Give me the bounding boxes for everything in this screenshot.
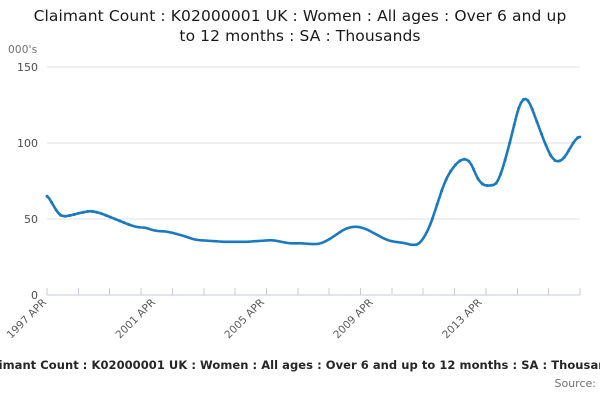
y-axis-tick-label: 100 [17, 137, 38, 150]
footer-caption: Claimant Count : K02000001 UK : Women : … [0, 358, 600, 372]
x-axis-tick-label: 2005 APR [222, 297, 266, 341]
chart-canvas: 0 50 100 150 1997 APR 2001 APR 2005 APR 2009 A… [5, 61, 582, 341]
series-point [549, 153, 553, 157]
series-point [440, 189, 444, 193]
series-point [490, 183, 494, 187]
series-point [467, 159, 471, 163]
series-point [90, 209, 94, 213]
series-point [54, 208, 58, 212]
series-point [68, 214, 72, 218]
series-point [81, 210, 85, 214]
series-point [485, 184, 489, 188]
series-point [562, 155, 566, 159]
series-point [521, 98, 525, 102]
series-line [45, 97, 582, 247]
series-point [476, 177, 480, 181]
series-point [86, 209, 90, 213]
gridlines [47, 66, 580, 220]
series-point [122, 221, 126, 225]
y-axis-unit-label: 000's [8, 44, 38, 56]
y-axis-tick-label: 0 [31, 289, 38, 302]
chart-title: Claimant Count : K02000001 UK : Women : … [33, 7, 567, 45]
series-point [77, 211, 81, 215]
series-point [449, 169, 453, 173]
y-axis-tick-label: 150 [17, 61, 38, 74]
series-point [453, 163, 457, 167]
series-point [535, 120, 539, 124]
x-axis-tick-label: 2001 APR [114, 297, 158, 341]
series-point [526, 98, 530, 102]
series-point [462, 157, 466, 161]
series-point [72, 212, 76, 216]
series-point [571, 141, 575, 145]
series-point [558, 159, 562, 163]
series-point [118, 219, 122, 223]
series-point [109, 215, 113, 219]
series-point [99, 212, 103, 216]
series-point [50, 200, 54, 204]
series-line-group [45, 97, 582, 247]
series-point [431, 216, 435, 220]
series-point [444, 177, 448, 181]
series-point [494, 181, 498, 185]
series-point [503, 158, 507, 162]
series-point [567, 149, 571, 153]
series-point [104, 213, 108, 217]
series-point [553, 158, 557, 162]
x-axis [46, 288, 581, 296]
y-axis-tick-label: 50 [24, 213, 38, 226]
series-point [59, 213, 63, 217]
series-point [530, 108, 534, 112]
x-axis-tick-label: 2013 APR [440, 297, 484, 341]
series-point [539, 132, 543, 136]
series-point [576, 136, 580, 140]
series-point [435, 203, 439, 207]
series-point [480, 182, 484, 186]
series-point [512, 123, 516, 127]
series-point [127, 222, 131, 226]
x-axis-ticks: 1997 APR 2001 APR 2005 APR 2009 APR 2013 APR [5, 297, 485, 341]
series-point [113, 217, 117, 221]
chart-footer: Claimant Count : K02000001 UK : Women : … [0, 358, 600, 400]
series-point [544, 143, 548, 147]
series-point [517, 106, 521, 110]
x-axis-tick-label: 2009 APR [331, 297, 375, 341]
x-axis-tick-label: 1997 APR [5, 297, 49, 341]
series-point [499, 172, 503, 176]
series-point [45, 194, 49, 198]
series-point [508, 141, 512, 145]
y-axis-ticks: 0 50 100 150 [17, 61, 38, 302]
series-point [458, 159, 462, 163]
series-point [471, 167, 475, 171]
footer-source-label: Source: [554, 377, 597, 390]
series-point [63, 214, 67, 218]
series-point [95, 210, 99, 214]
